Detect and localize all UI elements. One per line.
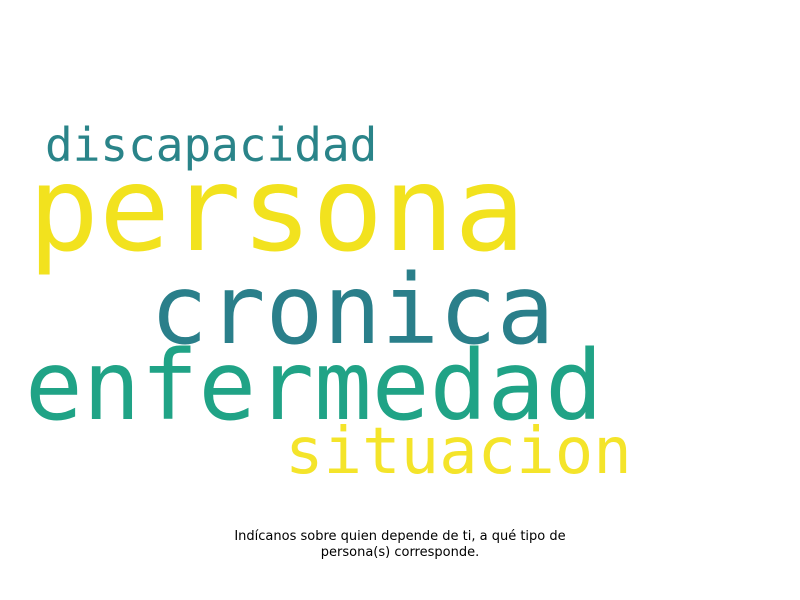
caption-line-2: persona(s) corresponde. — [150, 545, 650, 561]
word-situacion: situacion — [285, 420, 632, 484]
figure-caption: Indícanos sobre quien depende de ti, a q… — [150, 529, 650, 561]
caption-line-1: Indícanos sobre quien depende de ti, a q… — [150, 529, 650, 545]
word-persona: persona — [28, 150, 525, 268]
